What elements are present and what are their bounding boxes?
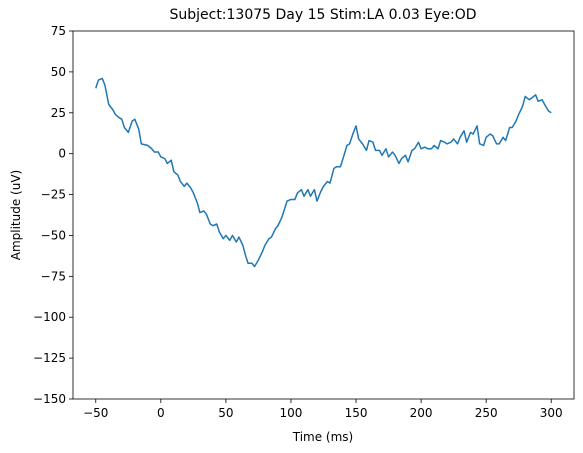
x-tick-label: 300 bbox=[540, 406, 563, 420]
x-tick-label: 50 bbox=[218, 406, 233, 420]
chart-title: Subject:13075 Day 15 Stim:LA 0.03 Eye:OD bbox=[169, 7, 476, 23]
x-tick-label: 100 bbox=[280, 406, 303, 420]
y-tick-label: −50 bbox=[41, 228, 66, 242]
x-tick-label: −50 bbox=[83, 406, 108, 420]
data-line bbox=[95, 77, 552, 268]
y-tick-label: 0 bbox=[58, 147, 66, 161]
y-tick-label: −75 bbox=[41, 269, 66, 283]
plot-frame bbox=[72, 30, 575, 400]
x-tick-label: 0 bbox=[157, 406, 165, 420]
y-tick-label: 75 bbox=[51, 24, 66, 38]
y-tick-label: −125 bbox=[33, 351, 66, 365]
x-axis-label: Time (ms) bbox=[292, 430, 354, 444]
y-tick-label: −100 bbox=[33, 310, 66, 324]
y-tick-label: 25 bbox=[51, 106, 66, 120]
y-tick-label: −25 bbox=[41, 188, 66, 202]
x-tick-label: 250 bbox=[475, 406, 498, 420]
y-tick-label: −150 bbox=[33, 392, 66, 406]
x-tick-label: 150 bbox=[345, 406, 368, 420]
y-tick-label: 50 bbox=[51, 65, 66, 79]
y-axis-label: Amplitude (uV) bbox=[9, 170, 23, 261]
x-tick-label: 200 bbox=[410, 406, 433, 420]
